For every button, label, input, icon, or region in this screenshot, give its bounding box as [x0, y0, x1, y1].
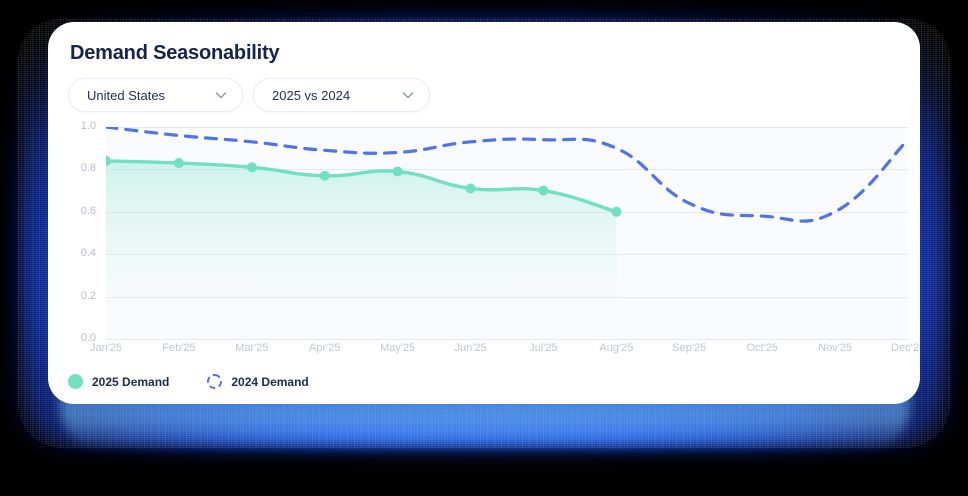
- x-axis-tick-label: Apr'25: [308, 342, 341, 354]
- area-fill-2025: [106, 160, 617, 339]
- chevron-down-icon: [401, 88, 415, 102]
- data-point-marker[interactable]: [106, 155, 111, 166]
- y-axis-tick-label: 0.0: [80, 332, 96, 344]
- chart-legend: 2025 Demand 2024 Demand: [68, 374, 309, 389]
- y-axis-tick-label: 0.4: [80, 247, 96, 260]
- period-select[interactable]: 2025 vs 2024: [253, 78, 430, 112]
- y-axis-tick-label: 0.8: [80, 162, 96, 175]
- data-point-marker[interactable]: [392, 166, 403, 177]
- legend-label-2025: 2025 Demand: [92, 374, 170, 389]
- x-axis-tick-label: Jul'25: [529, 342, 558, 354]
- x-axis-tick-label: Jan'25: [89, 342, 123, 354]
- x-axis-tick-label: Nov'25: [818, 342, 853, 354]
- gridline: [106, 169, 908, 171]
- x-axis-tick-label: Sep'25: [672, 342, 707, 354]
- y-axis-tick-label: 1.0: [80, 120, 96, 132]
- country-select-value: United States: [87, 87, 166, 103]
- chevron-down-icon: [214, 88, 228, 102]
- legend-swatch-solid-icon: [68, 374, 83, 389]
- x-axis-tick-label: Mar'25: [235, 342, 269, 354]
- x-axis-tick-label: Oct'25: [746, 342, 778, 354]
- line-2024-demand: [106, 127, 908, 223]
- data-point-marker[interactable]: [465, 183, 476, 194]
- data-point-marker[interactable]: [246, 162, 257, 173]
- x-axis-tick-label: May'25: [380, 342, 416, 354]
- data-point-markers-2025: [106, 155, 622, 217]
- x-axis-tick-label: Feb'25: [162, 342, 196, 354]
- chart-series-svg: [106, 127, 908, 339]
- chart-x-axis: Jan'25 Feb'25 Mar'25 Apr'25 May'25 Jun'25 Jul'…: [90, 342, 920, 360]
- x-axis-tick-label: Jun'25: [454, 342, 487, 354]
- chart-plot-area: 0.0 0.2 0.4 0.6 0.8 1.0: [81, 120, 908, 344]
- data-point-marker[interactable]: [319, 170, 330, 181]
- line-2025-demand: [106, 159, 619, 214]
- y-axis-tick-label: 0.2: [80, 289, 96, 302]
- legend-swatch-dashed-icon: [207, 374, 223, 389]
- gridline: [106, 339, 908, 340]
- data-point-marker[interactable]: [173, 158, 184, 169]
- data-point-marker[interactable]: [611, 206, 622, 217]
- page-title: Demand Seasonability: [70, 42, 280, 64]
- country-select[interactable]: United States: [68, 78, 243, 112]
- gridline: [106, 127, 908, 128]
- x-axis-tick-label: Dec'25: [891, 342, 920, 354]
- legend-label-2024: 2024 Demand: [231, 374, 309, 389]
- legend-item-2024[interactable]: 2024 Demand: [207, 374, 309, 389]
- y-axis-tick-label: 0.6: [80, 204, 96, 217]
- data-point-marker[interactable]: [538, 185, 549, 196]
- filter-controls: United States 2025 vs 2024: [68, 78, 430, 112]
- demand-seasonality-card: Demand Seasonability United States 2025 …: [48, 22, 920, 404]
- period-select-value: 2025 vs 2024: [272, 87, 351, 103]
- legend-item-2025[interactable]: 2025 Demand: [68, 374, 169, 389]
- x-axis-tick-label: Aug'25: [599, 342, 634, 354]
